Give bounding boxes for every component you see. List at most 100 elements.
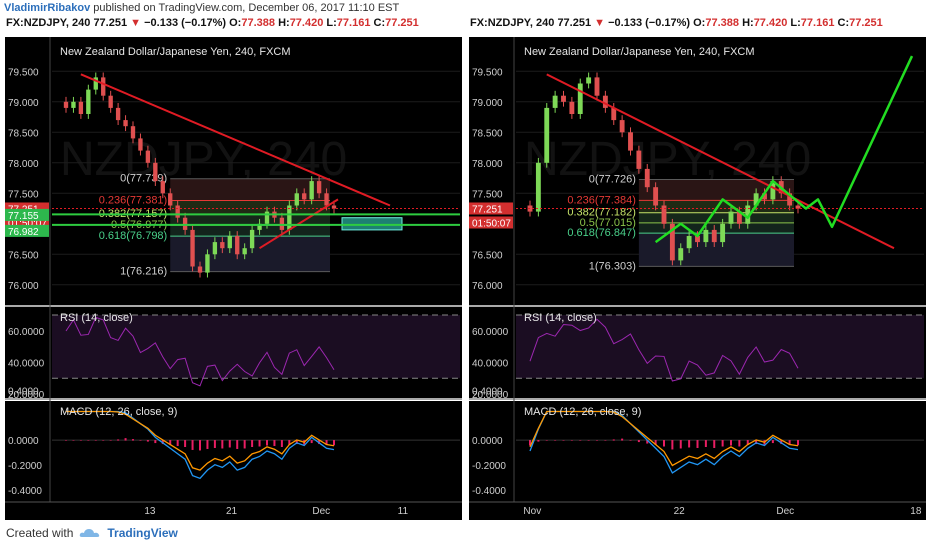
macd-histogram-bar: [529, 440, 531, 446]
macd-tick-label: 0.0000: [8, 436, 39, 447]
macd-histogram-bar: [146, 440, 149, 442]
candle-body: [753, 193, 759, 206]
macd-tick-label: 0.4000: [472, 386, 503, 397]
macd-histogram-bar: [169, 440, 172, 446]
high-label: H:: [742, 17, 754, 29]
fib-level-label: 0.618(76.798): [99, 230, 168, 242]
fib-level-label: 0.5(77.015): [580, 217, 636, 229]
macd-histogram-bar: [139, 440, 142, 441]
price-tag-label: 01:50:07: [8, 218, 47, 229]
time-tick-label: 18: [910, 506, 922, 517]
macd-histogram-bar: [154, 440, 157, 444]
price-tick-label: 77.500: [472, 189, 503, 200]
candle-body: [331, 205, 337, 209]
author-link[interactable]: VladimirRibakov: [4, 2, 91, 14]
resistance-trendline: [80, 73, 391, 207]
chart-panel-right[interactable]: FX:NZDJPY, 240 77.251 ▼ −0.133 (−0.17%) …: [468, 17, 928, 520]
macd-histogram-bar: [596, 440, 598, 441]
candle-body: [78, 101, 84, 114]
tradingview-link[interactable]: TradingView: [107, 526, 178, 540]
down-arrow-icon: ▼: [130, 17, 142, 29]
price-tick-label: 77.500: [8, 189, 39, 200]
chart-canvas[interactable]: NZDJPY, 240 79.500 79.000 78.500 78.000 77.50…: [4, 17, 464, 520]
price-tick-label: 78.500: [8, 128, 39, 139]
open-value: 77.388: [705, 17, 740, 29]
projection-path: [654, 55, 914, 244]
candle-body: [787, 193, 793, 206]
macd-histogram-bar: [280, 440, 283, 447]
rsi-title: RSI (14, close): [524, 312, 597, 324]
time-tick-label: 21: [226, 506, 238, 517]
candle-body: [294, 193, 299, 206]
candle-body: [182, 217, 188, 230]
candle-body: [138, 138, 143, 151]
macd-histogram-bar: [333, 440, 335, 446]
macd-histogram-bar: [236, 440, 239, 449]
macd-histogram-bar: [79, 440, 82, 441]
rsi-tick-label: 20.0000: [472, 390, 509, 401]
chart-panel-left[interactable]: FX:NZDJPY, 240 77.251 ▼ −0.133 (−0.17%) …: [4, 17, 464, 520]
candle-body: [745, 205, 751, 224]
price-tick-label: 79.500: [8, 67, 39, 78]
support-trendline: [259, 198, 339, 250]
last-price: 77.251: [93, 17, 128, 29]
candle-body: [220, 242, 225, 249]
macd-histogram-bar: [176, 440, 179, 447]
macd-histogram-bar: [562, 440, 565, 441]
candle-body: [302, 193, 307, 200]
macd-histogram-bar: [545, 440, 548, 441]
macd-histogram-bar: [94, 440, 97, 441]
fib-band: [170, 214, 330, 226]
candle-body: [552, 95, 558, 108]
macd-histogram-bar: [679, 440, 682, 449]
price-tick-label: 76.000: [472, 281, 503, 292]
candle-body: [168, 193, 173, 206]
close-value: 77.251: [385, 17, 419, 29]
fib-level-label: 0.236(77.381): [99, 195, 168, 207]
fib-band: [170, 178, 330, 201]
candle-body: [636, 150, 642, 169]
rsi-tick-label: 40.0000: [472, 358, 509, 369]
macd-histogram-bar: [325, 440, 328, 446]
high-label: H:: [278, 17, 290, 29]
candle-body: [653, 187, 659, 206]
macd-histogram-bar: [310, 440, 313, 444]
macd-histogram-bar: [266, 440, 268, 446]
close-label: C:: [837, 17, 850, 29]
macd-histogram-bar: [604, 440, 607, 441]
open-value: 77.388: [241, 17, 276, 29]
macd-histogram-bar: [663, 440, 665, 447]
macd-histogram-bar: [587, 440, 590, 441]
rsi-tick-label: 20.0000: [8, 390, 45, 401]
close-value: 77.251: [849, 17, 883, 29]
candle-body: [264, 211, 270, 224]
macd-histogram-bar: [771, 440, 774, 444]
candle-body: [153, 162, 158, 182]
low-label: L:: [790, 17, 801, 29]
time-tick-label: Nov: [523, 506, 541, 517]
macd-tick-label: -0.4000: [472, 486, 506, 497]
candle-body: [720, 223, 726, 243]
fib-level-label: 0.382(77.182): [567, 207, 636, 219]
candle-body: [695, 236, 700, 243]
created-with-label: Created with: [6, 526, 74, 540]
candle-body: [644, 168, 650, 188]
candle-body: [611, 107, 617, 121]
macd-histogram-bar: [629, 440, 632, 441]
fib-band: [638, 212, 794, 223]
candle-body: [279, 217, 285, 230]
chart-canvas[interactable]: NZDJPY, 240 79.500 79.000 78.500 78.000 77.50…: [468, 17, 928, 520]
open-label: O:: [693, 17, 706, 29]
candle-body: [101, 77, 106, 96]
price-tick-label: 78.000: [472, 159, 503, 170]
candle-body: [145, 150, 151, 163]
candle-body: [728, 211, 734, 224]
candle-body: [544, 107, 550, 163]
candle-body: [602, 95, 608, 108]
price-tag-bg: [469, 216, 513, 229]
ohlc-legend: FX:NZDJPY, 240 77.251 ▼ −0.133 (−0.17%) …: [470, 17, 883, 31]
candle-body: [309, 181, 314, 200]
candle-body: [770, 181, 776, 200]
macd-histogram-bar: [87, 440, 90, 441]
macd-tick-label: -0.2000: [472, 461, 506, 472]
